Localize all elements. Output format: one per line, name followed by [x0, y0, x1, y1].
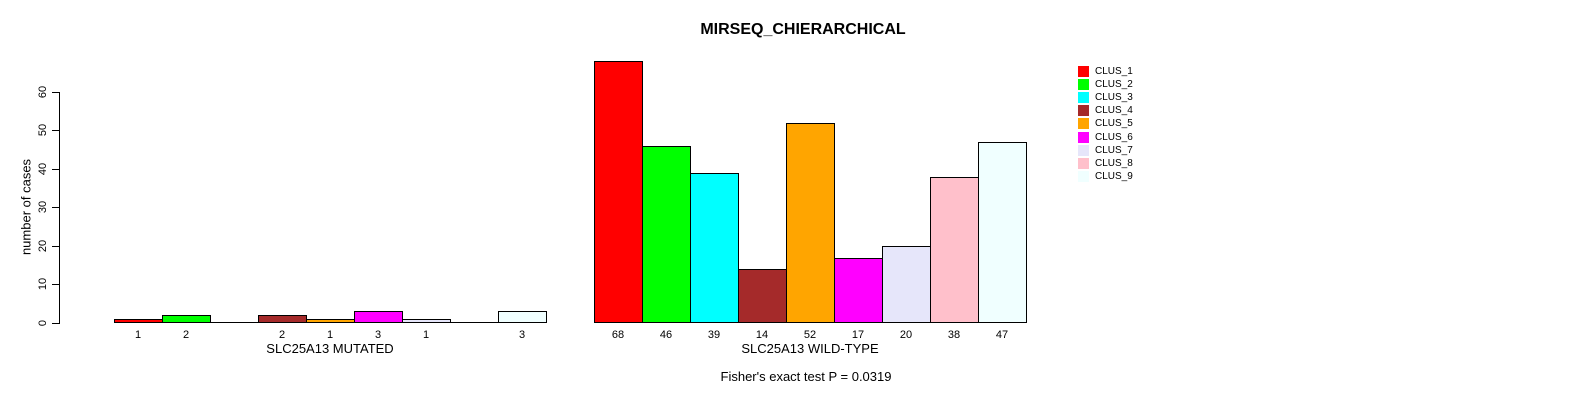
legend-item-clus_9: CLUS_9: [1078, 171, 1133, 183]
bar-value-label: 2: [278, 329, 286, 341]
bar-clus_2-mutated: [162, 315, 211, 323]
legend-item-clus_3: CLUS_3: [1078, 91, 1133, 103]
legend-swatch-icon: [1078, 144, 1089, 156]
bar-clus_3-wildtype: [690, 173, 739, 323]
legend-label: CLUS_7: [1095, 144, 1133, 156]
y-axis-tick: [52, 284, 59, 285]
legend-swatch-icon: [1078, 118, 1089, 130]
legend-swatch-icon: [1078, 171, 1089, 183]
legend-label: CLUS_9: [1095, 171, 1133, 183]
legend-label: CLUS_4: [1095, 105, 1133, 117]
legend-label: CLUS_5: [1095, 118, 1133, 130]
legend-swatch-icon: [1078, 91, 1089, 103]
legend-swatch-icon: [1078, 157, 1089, 169]
legend-item-clus_5: CLUS_5: [1078, 118, 1133, 130]
x-axis-group-label-wildtype: SLC25A13 WILD-TYPE: [741, 341, 879, 356]
y-axis-tick-label: 30: [37, 200, 49, 214]
y-axis-line: [59, 92, 60, 324]
bar-clus_1-wildtype: [594, 61, 643, 323]
legend-swatch-icon: [1078, 105, 1089, 117]
bar-value-label: 3: [518, 329, 526, 341]
legend-item-clus_2: CLUS_2: [1078, 78, 1133, 90]
bar-value-label: 17: [851, 329, 865, 341]
bar-value-label: 68: [611, 329, 625, 341]
y-axis-tick: [52, 92, 59, 93]
bar-value-label: 47: [995, 329, 1009, 341]
bar-value-label: 38: [947, 329, 961, 341]
bar-clus_6-wildtype: [834, 258, 883, 323]
y-axis-tick-label: 50: [37, 123, 49, 137]
y-axis-tick-label: 0: [37, 319, 49, 327]
bar-clus_1-mutated: [114, 319, 163, 323]
legend-swatch-icon: [1078, 78, 1089, 90]
legend-label: CLUS_8: [1095, 157, 1133, 169]
legend-label: CLUS_6: [1095, 131, 1133, 143]
legend-swatch-icon: [1078, 131, 1089, 143]
bar-value-label: 2: [182, 329, 190, 341]
bar-value-label: 14: [755, 329, 769, 341]
legend-item-clus_6: CLUS_6: [1078, 131, 1133, 143]
bar-clus_8-wildtype: [930, 177, 979, 323]
y-axis-tick-label: 20: [37, 239, 49, 253]
chart-title: MIRSEQ_CHIERARCHICAL: [700, 21, 906, 38]
y-axis-tick-label: 40: [37, 162, 49, 176]
legend-label: CLUS_1: [1095, 65, 1133, 77]
bar-value-label: 3: [374, 329, 382, 341]
y-axis-tick-label: 60: [37, 85, 49, 99]
legend-label: CLUS_3: [1095, 91, 1133, 103]
bar-clus_5-mutated: [306, 319, 355, 323]
bar-clus_4-mutated: [258, 315, 307, 323]
bar-value-label: 39: [707, 329, 721, 341]
y-axis-tick-label: 10: [37, 277, 49, 291]
bar-clus_2-wildtype: [642, 146, 691, 323]
y-axis-tick: [52, 130, 59, 131]
legend-swatch-icon: [1078, 65, 1089, 77]
bar-clus_9-mutated: [498, 311, 547, 323]
y-axis-label: number of cases: [18, 158, 34, 256]
legend-item-clus_8: CLUS_8: [1078, 157, 1133, 169]
fisher-test-annotation: Fisher's exact test P = 0.0319: [720, 369, 892, 384]
x-axis-group-label-mutated: SLC25A13 MUTATED: [266, 341, 394, 356]
bar-clus_7-wildtype: [882, 246, 931, 323]
bar-value-label: 46: [659, 329, 673, 341]
y-axis-tick: [52, 246, 59, 247]
y-axis-tick: [52, 169, 59, 170]
legend-item-clus_7: CLUS_7: [1078, 144, 1133, 156]
bar-clus_7-mutated: [402, 319, 451, 323]
bar-clus_5-wildtype: [786, 123, 835, 323]
bar-clus_6-mutated: [354, 311, 403, 323]
bar-value-label: 1: [134, 329, 142, 341]
bar-value-label: 1: [422, 329, 430, 341]
y-axis-tick: [52, 323, 59, 324]
bar-clus_4-wildtype: [738, 269, 787, 323]
y-axis-tick: [52, 207, 59, 208]
legend-item-clus_4: CLUS_4: [1078, 105, 1133, 117]
bar-value-label: 1: [326, 329, 334, 341]
bar-value-label: 20: [899, 329, 913, 341]
legend-item-clus_1: CLUS_1: [1078, 65, 1133, 77]
bar-value-label: 52: [803, 329, 817, 341]
legend-label: CLUS_2: [1095, 78, 1133, 90]
bar-clus_9-wildtype: [978, 142, 1027, 323]
